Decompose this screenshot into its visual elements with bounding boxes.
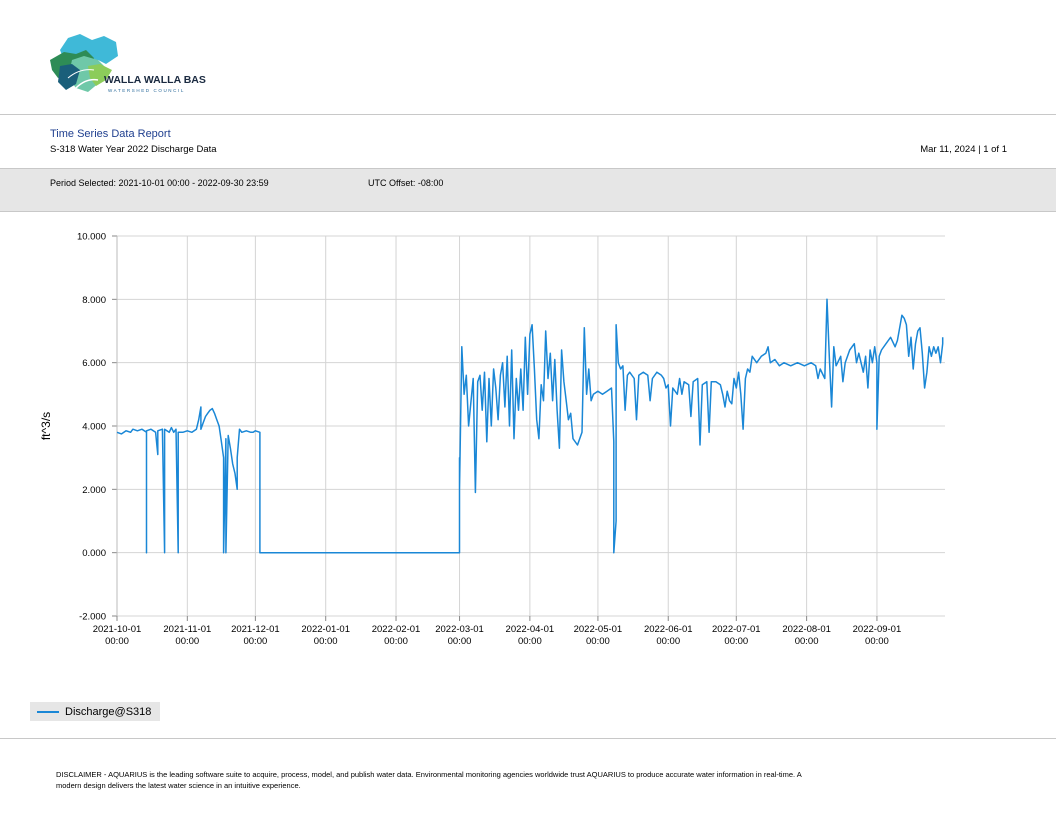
header-divider bbox=[0, 114, 1056, 115]
x-tick-label-time: 00:00 bbox=[865, 636, 889, 647]
x-tick-label: 2021-10-01 bbox=[93, 624, 142, 635]
x-tick-label: 2021-11-01 bbox=[163, 624, 211, 635]
y-tick-label: 4.000 bbox=[82, 422, 106, 433]
x-tick-label: 2022-09-01 bbox=[853, 624, 902, 635]
series-line-discharge bbox=[116, 298, 944, 554]
utc-offset: UTC Offset: -08:00 bbox=[368, 178, 444, 188]
x-tick-label: 2021-12-01 bbox=[231, 624, 280, 635]
tick-labels: 10.0008.0006.0004.0002.0000.000-2.000202… bbox=[77, 232, 901, 648]
disclaimer: DISCLAIMER - AQUARIUS is the leading sof… bbox=[56, 770, 802, 790]
y-tick-label: 8.000 bbox=[82, 295, 106, 306]
y-tick-label: 10.000 bbox=[77, 232, 106, 243]
period-band: Period Selected: 2021-10-01 00:00 - 2022… bbox=[0, 168, 1056, 212]
legend-label: Discharge@S318 bbox=[65, 705, 152, 718]
x-tick-label-time: 00:00 bbox=[384, 636, 408, 647]
legend: Discharge@S318 bbox=[30, 702, 160, 721]
x-tick-label: 2022-05-01 bbox=[574, 624, 623, 635]
report-date-page: Mar 11, 2024 | 1 of 1 bbox=[920, 144, 1007, 155]
x-tick-label-time: 00:00 bbox=[518, 636, 542, 647]
x-tick-label-time: 00:00 bbox=[795, 636, 819, 647]
y-tick-label: 6.000 bbox=[82, 358, 106, 369]
y-tick-label: 2.000 bbox=[82, 485, 106, 496]
x-tick-label-time: 00:00 bbox=[175, 636, 199, 647]
x-tick-label: 2022-08-01 bbox=[782, 624, 831, 635]
x-tick-label-time: 00:00 bbox=[656, 636, 680, 647]
x-tick-label-time: 00:00 bbox=[314, 636, 338, 647]
report-title: Time Series Data Report bbox=[50, 128, 171, 140]
logo-line2: WATERSHED COUNCIL bbox=[108, 88, 185, 93]
x-tick-label: 2022-07-01 bbox=[712, 624, 761, 635]
x-tick-label-time: 00:00 bbox=[105, 636, 129, 647]
x-tick-label-time: 00:00 bbox=[724, 636, 748, 647]
footer-divider bbox=[0, 738, 1056, 739]
logo-line1: WALLA WALLA BASIN bbox=[104, 74, 206, 86]
y-tick-label: -2.000 bbox=[79, 612, 106, 623]
discharge-chart: 10.0008.0006.0004.0002.0000.000-2.000202… bbox=[39, 232, 945, 648]
x-tick-label: 2022-02-01 bbox=[372, 624, 421, 635]
y-tick-label: 0.000 bbox=[82, 548, 106, 559]
walla-walla-basin-logo: WALLA WALLA BASIN WATERSHED COUNCIL bbox=[46, 30, 216, 100]
x-tick-label: 2022-06-01 bbox=[644, 624, 693, 635]
period-selected: Period Selected: 2021-10-01 00:00 - 2022… bbox=[50, 178, 269, 188]
x-tick-label: 2022-01-01 bbox=[301, 624, 350, 635]
report-subtitle: S-318 Water Year 2022 Discharge Data bbox=[50, 144, 217, 155]
legend-swatch bbox=[37, 710, 59, 713]
x-tick-label-time: 00:00 bbox=[586, 636, 610, 647]
y-axis-label: ft^3/s bbox=[39, 412, 53, 440]
x-tick-label: 2022-04-01 bbox=[506, 624, 555, 635]
x-tick-label-time: 00:00 bbox=[243, 636, 267, 647]
x-tick-label-time: 00:00 bbox=[448, 636, 472, 647]
grid-layer bbox=[112, 235, 945, 621]
x-tick-label: 2022-03-01 bbox=[435, 624, 484, 635]
